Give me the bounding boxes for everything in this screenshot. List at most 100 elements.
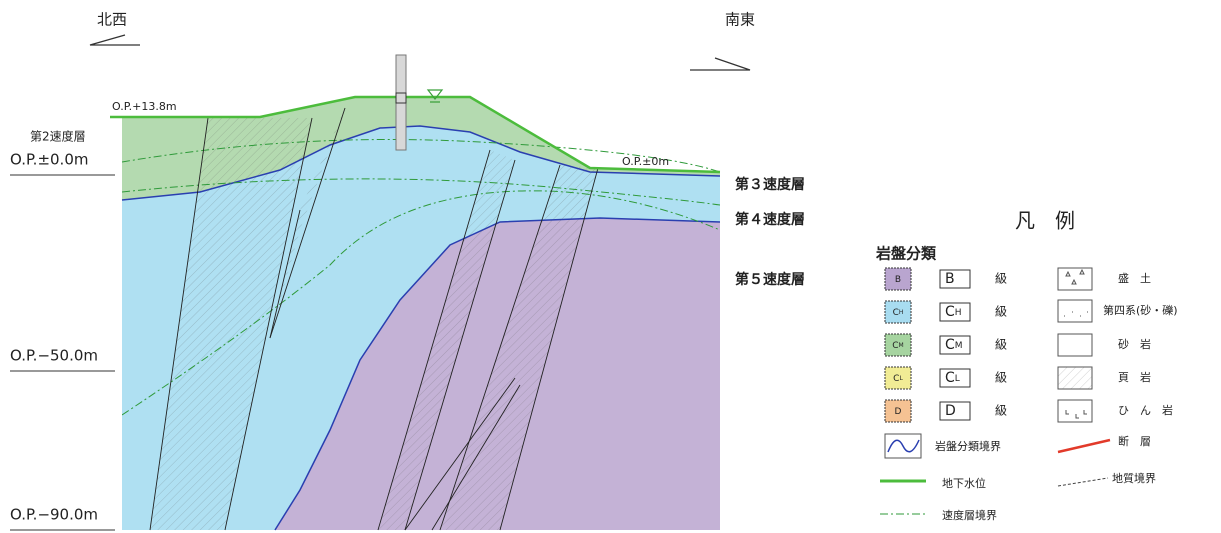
swatch-sub: L: [899, 375, 903, 382]
shale-bands: [150, 108, 598, 530]
velocity-boundary: [122, 139, 720, 173]
velocity-boundaries: [122, 139, 720, 416]
class-suffix: 級: [995, 272, 1007, 286]
swatch-sub: H: [899, 309, 904, 316]
class-label: CH: [945, 304, 962, 320]
class-sub: H: [955, 308, 962, 318]
geologic-line: [377, 149, 491, 531]
line-label: 岩盤分類境界: [935, 439, 1001, 453]
class-swatch: [884, 300, 912, 324]
class-label: CL: [945, 370, 960, 386]
swatch-label: B: [895, 275, 901, 285]
geologic-line: [149, 117, 209, 531]
class-main: D: [945, 403, 956, 419]
class-suffix: 級: [995, 371, 1007, 385]
borehole-marker: [395, 92, 407, 104]
geologic-line: [404, 159, 516, 531]
class-main: B: [945, 271, 955, 287]
class-swatch: [884, 366, 912, 390]
geology-symbols: [1057, 267, 1093, 423]
layer-label: 第４速度層: [735, 211, 805, 228]
direction-arrow: [89, 34, 140, 46]
legend: 凡 例 岩盤分類 B B 級CH CH 級CM CM 級CL CL 級D D 級 盛 土 第四系(砂…: [875, 209, 1178, 523]
geologic-line: [431, 384, 521, 531]
class-main: C: [945, 370, 955, 386]
symbol-marks: [1064, 268, 1088, 419]
layer-label: 第３速度層: [735, 176, 805, 193]
direction-arrow: [690, 57, 751, 71]
quaternary-symbol: [1057, 299, 1093, 323]
class-suffix: 級: [995, 305, 1007, 319]
geologic-line: [404, 377, 516, 531]
geologic-boundary-symbol: [1057, 477, 1109, 487]
class-swatch: [884, 399, 912, 423]
geologic-line: [499, 167, 599, 531]
geology-label: 第四系(砂・礫): [1103, 303, 1178, 317]
layer-label: 第５速度層: [735, 271, 805, 288]
class-main: C: [945, 304, 955, 320]
rock-boundary: [274, 217, 721, 531]
section: [110, 54, 721, 531]
elevation-label: O.P.±0m: [622, 155, 669, 168]
swatch-label: CH: [893, 308, 904, 318]
class-box: [939, 335, 971, 355]
line-label: 地質境界: [1112, 471, 1156, 485]
class-label: CM: [945, 337, 963, 353]
swatch-main: B: [895, 275, 901, 285]
class-swatch: [884, 267, 912, 291]
geology-label: 盛 土: [1118, 271, 1151, 285]
geologic-line: [439, 164, 561, 531]
class-sub: L: [955, 374, 960, 384]
swatch-label: D: [895, 407, 902, 417]
fault-symbol: [1057, 438, 1111, 454]
swatch-main: C: [892, 341, 898, 351]
swatch-main: C: [893, 374, 899, 384]
line-label: 速度層境界: [942, 508, 997, 522]
shale-band: [150, 118, 312, 530]
ground-surface: [110, 95, 721, 174]
class-label: B: [945, 271, 955, 287]
geologic-line: [269, 107, 346, 339]
class-main: C: [945, 337, 955, 353]
line-label: 断 層: [1118, 434, 1151, 448]
layer-label: 第2速度層: [30, 129, 86, 144]
class-swatch: [884, 333, 912, 357]
velocity-boundary: [122, 190, 720, 416]
porphyrite-symbol: [1057, 399, 1093, 423]
elevation-label: O.P.−50.0m: [10, 347, 98, 365]
swatch-label: CL: [893, 374, 903, 384]
legend-title: 凡 例: [1015, 209, 1075, 233]
geologic-line: [269, 209, 301, 339]
water-level-symbol: [426, 89, 444, 103]
class-box: [939, 269, 971, 289]
swatch-main: C: [893, 308, 899, 318]
line-label: 地下水位: [942, 476, 986, 490]
elevation-label: O.P.−90.0m: [10, 506, 98, 524]
geologic-line: [224, 117, 313, 531]
elevation-label: O.P.+13.8m: [112, 100, 177, 113]
class-box: [939, 302, 971, 322]
direction-label: 北西: [97, 11, 127, 29]
class-suffix: 級: [995, 404, 1007, 418]
class-suffix: 級: [995, 338, 1007, 352]
legend-heading: 岩盤分類: [875, 245, 937, 263]
geology-label: 頁 岩: [1118, 370, 1151, 384]
geology-label: ひ ん 岩: [1118, 403, 1173, 417]
shale-symbol: [1057, 366, 1093, 390]
rock-boundary-symbol-line: [887, 439, 920, 453]
class-rows: B B 級CH CH 級CM CM 級CL CL 級D D 級: [884, 267, 1007, 423]
sandstone-symbol: [1057, 333, 1093, 357]
class-box: [939, 401, 971, 421]
class-label: D: [945, 403, 956, 419]
fill-symbol: [1057, 267, 1093, 291]
swatch-sub: M: [899, 342, 904, 349]
geologic-lines: [149, 107, 599, 531]
class-sub: M: [955, 341, 963, 351]
class-box: [939, 368, 971, 388]
direction-label: 南東: [725, 11, 755, 29]
shale-band: [440, 165, 598, 530]
geology-label: 砂 岩: [1118, 337, 1151, 351]
shale-band: [378, 150, 515, 530]
elevation-label: O.P.±0.0m: [10, 151, 88, 169]
